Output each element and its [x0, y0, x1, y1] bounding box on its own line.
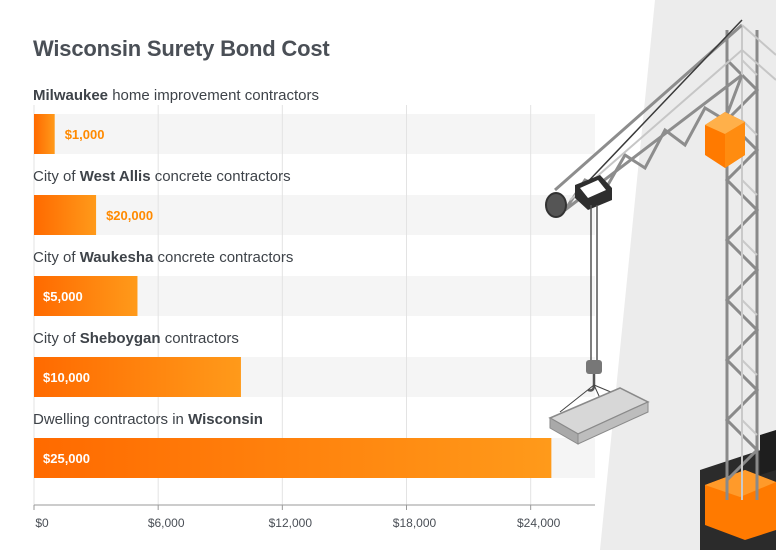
value-label: $20,000 — [106, 208, 153, 223]
category-label: Milwaukee home improvement contractors — [33, 87, 319, 104]
value-label: $10,000 — [43, 370, 90, 385]
x-tick-label: $24,000 — [517, 516, 561, 530]
x-tick-label: $0 — [35, 516, 49, 530]
category-label: City of Sheboygan contractors — [33, 330, 239, 347]
bar — [34, 276, 138, 316]
value-label: $25,000 — [43, 451, 90, 466]
x-tick-label: $12,000 — [269, 516, 313, 530]
chart-title: Wisconsin Surety Bond Cost — [33, 36, 330, 61]
crane-illustration — [545, 19, 776, 550]
value-label: $1,000 — [65, 127, 105, 142]
category-label: City of Waukesha concrete contractors — [33, 249, 293, 266]
value-label: $5,000 — [43, 289, 83, 304]
category-label: Dwelling contractors in Wisconsin — [33, 411, 263, 428]
bar — [34, 357, 241, 397]
bar — [34, 114, 55, 154]
category-label: City of West Allis concrete contractors — [33, 168, 291, 185]
bar-track — [34, 114, 595, 154]
x-tick-label: $18,000 — [393, 516, 437, 530]
bar — [34, 195, 97, 235]
bar — [34, 438, 552, 478]
x-tick-label: $6,000 — [148, 516, 185, 530]
bar-track — [34, 195, 595, 235]
